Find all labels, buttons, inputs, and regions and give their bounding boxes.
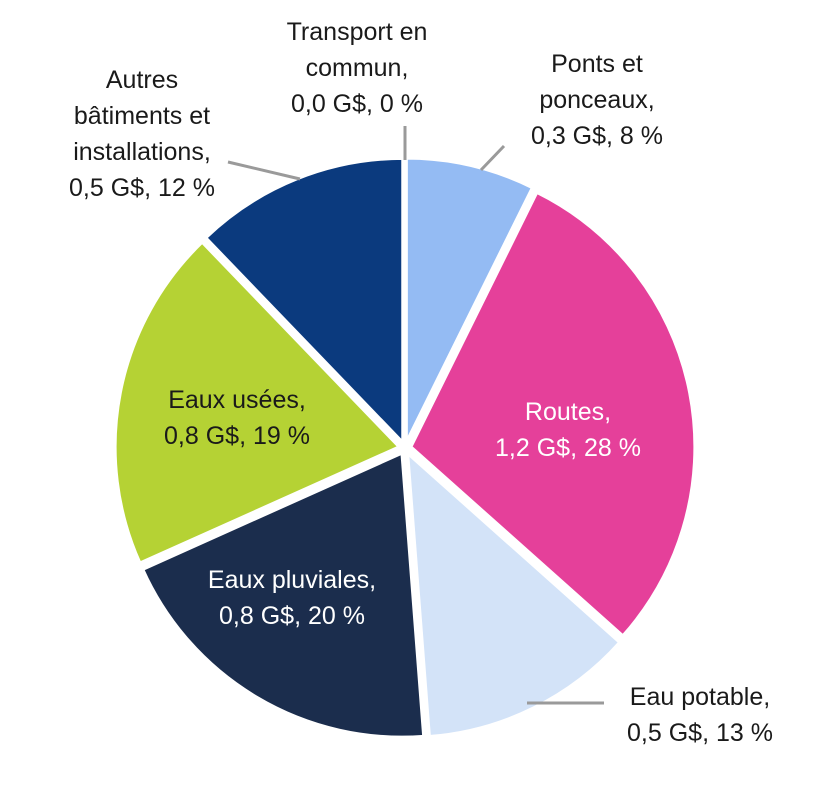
label-line: Eau potable,: [630, 683, 770, 711]
label-line: 0,3 G$, 8 %: [531, 122, 663, 150]
label-eaux-usees: Eaux usées, 0,8 G$, 19 %: [164, 386, 310, 450]
leader-line-autres-batiments-et-installations: [227, 160, 301, 181]
label-ponts-et-ponceaux: Ponts et ponceaux, 0,3 G$, 8 %: [531, 50, 663, 150]
slice-eau-potable: [405, 449, 622, 739]
label-eaux-pluviales: Eaux pluviales, 0,8 G$, 20 %: [208, 566, 376, 630]
label-transport-en-commun: Transport en commun, 0,0 G$, 0 %: [287, 18, 428, 118]
label-line: 1,2 G$, 28 %: [495, 434, 641, 462]
leader-line-ponts-et-ponceaux: [479, 144, 506, 172]
label-routes: Routes, 1,2 G$, 28 %: [495, 398, 641, 462]
label-line: Eaux usées,: [168, 386, 306, 414]
label-eau-potable: Eau potable, 0,5 G$, 13 %: [627, 683, 773, 747]
label-line: Eaux pluviales,: [208, 566, 376, 594]
slice-ponts-et-ponceaux: [404, 156, 535, 443]
label-line: Routes,: [525, 398, 611, 426]
slice-routes: [409, 190, 697, 638]
slice-eaux-usees: [113, 240, 402, 566]
label-line: bâtiments et: [74, 102, 210, 130]
label-line: 0,5 G$, 13 %: [627, 719, 773, 747]
label-line: commun,: [306, 54, 409, 82]
label-autres-batiments-et-installations: Autres bâtiments et installations, 0,5 G$, …: [69, 66, 215, 202]
label-line: Autres: [106, 66, 178, 94]
label-line: 0,8 G$, 19 %: [164, 422, 310, 450]
label-line: 0,0 G$, 0 %: [291, 90, 423, 118]
label-line: 0,8 G$, 20 %: [219, 602, 365, 630]
slice-eaux-pluviales: [140, 450, 426, 739]
slice-labels: Transport en commun, 0,0 G$, 0 % Ponts et po…: [69, 18, 773, 747]
leader-lines: [227, 126, 604, 705]
label-line: installations,: [73, 138, 211, 166]
label-line: 0,5 G$, 12 %: [69, 174, 215, 202]
label-line: Ponts et: [551, 50, 643, 78]
label-line: ponceaux,: [539, 86, 654, 114]
label-line: Transport en: [287, 18, 428, 46]
